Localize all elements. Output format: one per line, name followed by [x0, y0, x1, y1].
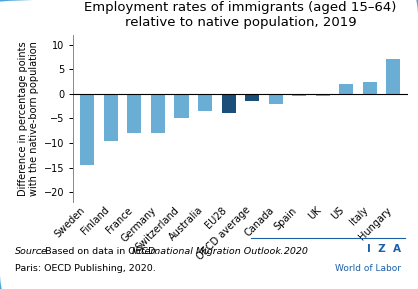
Bar	[292, 94, 306, 96]
Text: I  Z  A: I Z A	[367, 244, 401, 254]
Text: World of Labor: World of Labor	[335, 264, 401, 273]
Bar	[174, 94, 189, 118]
Bar	[104, 94, 118, 141]
Y-axis label: Difference in percentage points
with the native-born population: Difference in percentage points with the…	[18, 41, 39, 196]
Bar	[363, 81, 377, 94]
Text: .: .	[280, 247, 283, 256]
Text: Source: Source	[15, 247, 48, 256]
Bar	[269, 94, 283, 104]
Text: : Based on data in OECD.: : Based on data in OECD.	[39, 247, 161, 256]
Bar	[80, 94, 94, 165]
Bar	[222, 94, 236, 113]
Title: Employment rates of immigrants (aged 15–64)
relative to native population, 2019: Employment rates of immigrants (aged 15–…	[84, 1, 397, 29]
Text: Paris: OECD Publishing, 2020.: Paris: OECD Publishing, 2020.	[15, 264, 155, 273]
Bar	[316, 94, 330, 96]
Bar	[386, 59, 400, 94]
Bar	[198, 94, 212, 111]
Bar	[151, 94, 165, 133]
Text: International Migration Outlook 2020: International Migration Outlook 2020	[132, 247, 308, 256]
Bar	[339, 84, 353, 94]
Bar	[245, 94, 259, 101]
Bar	[127, 94, 141, 133]
